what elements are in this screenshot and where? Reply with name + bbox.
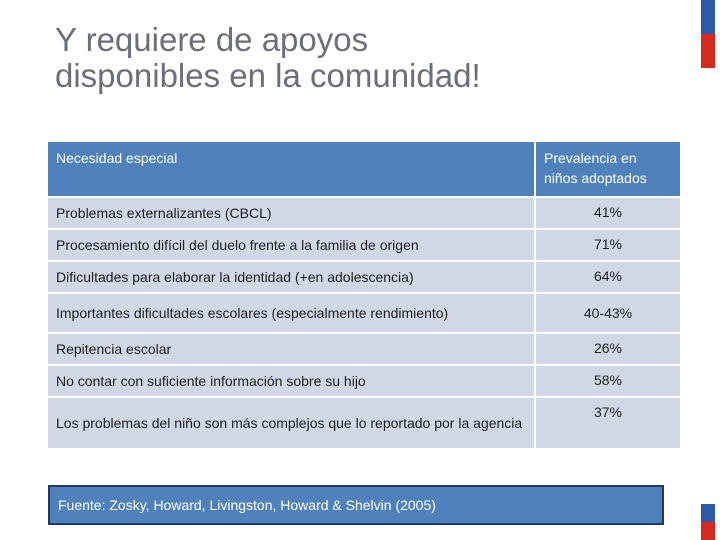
prevalence-cell: 37%	[534, 398, 680, 448]
flag-blue-segment	[701, 0, 715, 34]
need-cell: Los problemas del niño son más complejos…	[48, 398, 534, 448]
flag-red-segment	[701, 522, 715, 540]
flag-stripe-top	[701, 0, 715, 68]
flag-blue-segment	[701, 504, 715, 522]
slide-title: Y requiere de apoyos disponibles en la c…	[55, 22, 481, 94]
table-row: Dificultades para elaborar la identidad …	[48, 262, 680, 292]
flag-stripe-bottom	[701, 504, 715, 540]
flag-red-segment	[701, 34, 715, 68]
source-citation: Fuente: Zosky, Howard, Livingston, Howar…	[48, 485, 664, 525]
table-header-row: Necesidad especial Prevalencia en niños …	[48, 142, 680, 196]
prevalence-table: Necesidad especial Prevalencia en niños …	[48, 140, 680, 450]
need-cell: Procesamiento difícil del duelo frente a…	[48, 230, 534, 260]
prevalence-cell: 40-43%	[534, 294, 680, 332]
table-row: Los problemas del niño son más complejos…	[48, 398, 680, 448]
table-row: No contar con suficiente información sob…	[48, 366, 680, 396]
table-row: Procesamiento difícil del duelo frente a…	[48, 230, 680, 260]
need-cell: Repitencia escolar	[48, 334, 534, 364]
table-row: Repitencia escolar 26%	[48, 334, 680, 364]
table-row: Importantes dificultades escolares (espe…	[48, 294, 680, 332]
prevalence-cell: 71%	[534, 230, 680, 260]
header-prevalence: Prevalencia en niños adoptados	[534, 142, 680, 196]
header-need: Necesidad especial	[48, 142, 534, 196]
prevalence-cell: 26%	[534, 334, 680, 364]
need-cell: Importantes dificultades escolares (espe…	[48, 294, 534, 332]
table-row: Problemas externalizantes (CBCL) 41%	[48, 198, 680, 228]
prevalence-cell: 41%	[534, 198, 680, 228]
prevalence-cell: 64%	[534, 262, 680, 292]
need-cell: No contar con suficiente información sob…	[48, 366, 534, 396]
need-cell: Dificultades para elaborar la identidad …	[48, 262, 534, 292]
need-cell: Problemas externalizantes (CBCL)	[48, 198, 534, 228]
prevalence-cell: 58%	[534, 366, 680, 396]
